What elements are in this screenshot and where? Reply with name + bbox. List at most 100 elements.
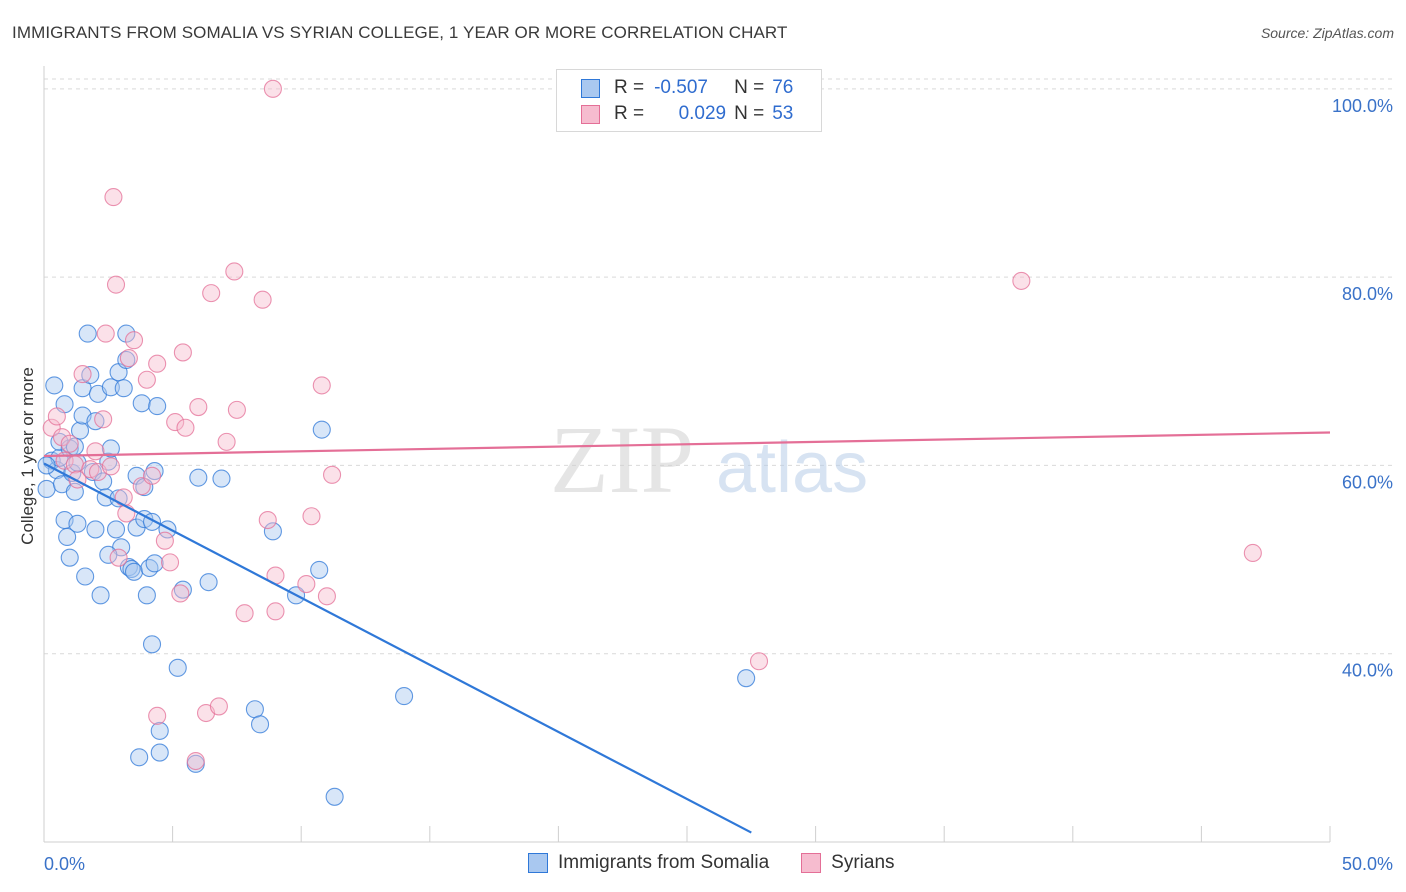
watermark-zip: ZIP <box>550 406 694 513</box>
somalia-point <box>150 743 169 762</box>
somalia-point <box>199 573 218 592</box>
n-value: 53 <box>772 103 794 124</box>
somalia-point <box>86 520 105 539</box>
somalia-point <box>310 560 329 579</box>
somalia-point <box>60 548 79 567</box>
syrians-point <box>106 275 126 294</box>
somalia-point <box>83 462 102 482</box>
data-points <box>37 79 1262 806</box>
n-label: N = <box>734 77 765 98</box>
syrians-point <box>1012 271 1031 290</box>
syrians-point <box>235 604 254 623</box>
syrians-point <box>155 531 174 550</box>
somalia-point <box>94 472 113 491</box>
somalia-point <box>132 394 151 413</box>
syrians-trend-line <box>43 431 1331 458</box>
syrians-point <box>263 79 282 98</box>
somalia-point <box>325 787 344 806</box>
syrians-point <box>312 376 331 395</box>
syrians-point <box>86 442 105 461</box>
syrians-point <box>173 343 192 362</box>
stats-legend-box: R = -0.507 N = 76 R = 0.029 N = 53 <box>556 69 822 132</box>
syrians-point <box>148 706 167 725</box>
somalia-point <box>99 545 118 564</box>
somalia-point <box>168 658 187 677</box>
somalia-point <box>145 462 164 481</box>
somalia-point <box>245 700 264 719</box>
somalia-swatch <box>528 853 548 873</box>
legend-item-somalia[interactable]: Immigrants from Somalia <box>528 852 769 874</box>
somalia-point <box>122 559 141 579</box>
watermark-atlas: atlas <box>716 428 868 508</box>
y-tick-label: 100.0% <box>1332 96 1393 116</box>
bottom-legend: Immigrants from Somalia Syrians <box>528 852 927 874</box>
somalia-point <box>37 479 56 499</box>
somalia-point <box>142 635 162 654</box>
legend-item-syrians[interactable]: Syrians <box>801 852 895 874</box>
syrians-point <box>65 455 84 474</box>
grid-lines <box>44 78 1395 655</box>
x-tick-label-max: 50.0% <box>1342 854 1393 874</box>
y-tick-label: 40.0% <box>1342 661 1393 681</box>
somalia-point <box>312 420 331 439</box>
r-label: R = <box>614 77 645 98</box>
syrians-point <box>47 407 66 426</box>
legend-label-syrians: Syrians <box>831 852 895 873</box>
syrians-swatch <box>801 853 822 873</box>
syrians-point <box>323 465 342 484</box>
syrians-point <box>96 324 115 343</box>
syrians-point <box>142 466 162 485</box>
somalia-point <box>148 397 167 416</box>
somalia-point <box>130 748 149 767</box>
somalia-point <box>91 586 110 605</box>
syrians-point <box>749 652 769 671</box>
syrians-point <box>166 413 185 432</box>
syrians-point <box>302 507 321 526</box>
syrians-point <box>94 410 113 429</box>
source-label: Source: ZipAtlas.com <box>1260 25 1394 41</box>
somalia-point <box>189 468 208 487</box>
somalia-point <box>101 378 120 397</box>
r-value: -0.507 <box>654 77 708 98</box>
syrians-point <box>225 262 244 281</box>
syrians-point <box>297 574 316 594</box>
syrians-point <box>258 510 277 530</box>
somalia-swatch <box>581 78 600 98</box>
n-label: N = <box>734 103 765 124</box>
x-tick-label-min: 0.0% <box>44 854 85 874</box>
tick-labels: 40.0% 60.0% 80.0% 100.0% 0.0% 50.0% <box>44 96 1393 874</box>
syrians-point <box>209 697 228 716</box>
axes <box>43 66 1331 843</box>
somalia-point <box>106 520 126 539</box>
syrians-point <box>266 602 285 621</box>
r-label: R = <box>614 103 645 124</box>
somalia-point <box>45 376 64 395</box>
syrians-point <box>119 349 138 368</box>
syrians-point <box>124 331 144 350</box>
somalia-point <box>114 379 133 398</box>
syrians-swatch <box>581 104 600 124</box>
syrians-point <box>189 397 208 417</box>
y-tick-label: 80.0% <box>1342 284 1393 304</box>
somalia-point <box>68 514 87 533</box>
somalia-point <box>737 669 756 688</box>
syrians-point <box>202 284 221 303</box>
n-value: 76 <box>772 77 794 98</box>
syrians-point <box>42 418 61 437</box>
syrians-point <box>171 584 190 603</box>
somalia-point <box>395 687 414 706</box>
syrians-point <box>317 587 336 606</box>
y-tick-label: 60.0% <box>1342 472 1393 492</box>
chart-title: IMMIGRANTS FROM SOMALIA VS SYRIAN COLLEG… <box>12 23 788 42</box>
legend-label-somalia: Immigrants from Somalia <box>558 852 770 873</box>
syrians-point <box>114 488 133 507</box>
syrians-point <box>148 354 167 373</box>
syrians-point <box>52 428 72 447</box>
somalia-point <box>101 439 120 458</box>
somalia-point <box>78 324 97 343</box>
somalia-point <box>124 562 144 581</box>
somalia-point <box>137 586 156 605</box>
somalia-point <box>81 365 100 385</box>
syrians-point <box>186 751 205 771</box>
